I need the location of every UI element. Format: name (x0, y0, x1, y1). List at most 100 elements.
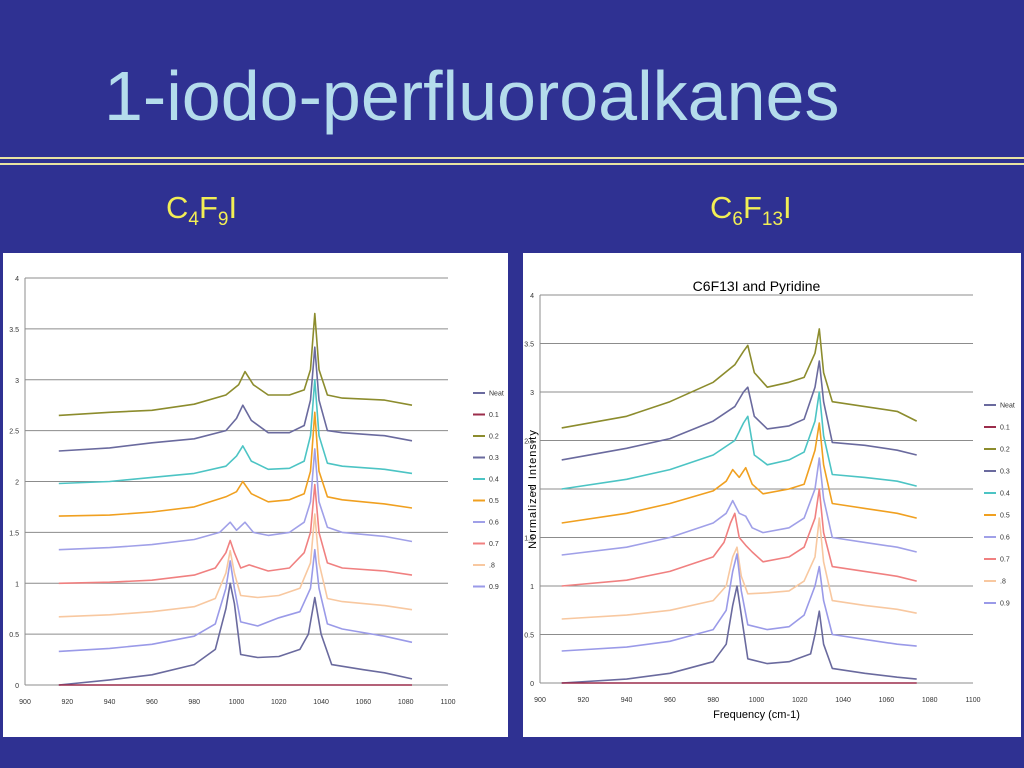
y-tick-label: 2 (15, 480, 19, 487)
legend-label: 0.5 (489, 498, 499, 505)
x-tick-label: 940 (104, 699, 116, 706)
chart-c6f13i: 0 0.5 1 1.5 2 2.5 3 3.5 4 900 920 940 960 980 1000 1020… (524, 278, 1015, 721)
title-rule-bottom (0, 163, 1024, 165)
series-line (561, 488, 917, 587)
y-tick-label: 1.5 (9, 530, 19, 537)
title-rule-top (0, 157, 1024, 159)
legend-label: 0.3 (489, 455, 499, 462)
x-tick-label: 940 (621, 697, 633, 704)
chart-title: C6F13I and Pyridine (693, 278, 821, 294)
y-axis-label: Normalized Intensity (527, 429, 539, 549)
series-line (561, 422, 917, 524)
x-tick-label: 1060 (879, 697, 895, 704)
x-tick-label: 980 (707, 697, 719, 704)
legend-label: 0.7 (1000, 557, 1010, 564)
legend-label: 0.4 (1000, 491, 1010, 498)
legend-label: 0.6 (1000, 535, 1010, 542)
series-line (561, 391, 917, 490)
series-line (561, 328, 918, 429)
y-tick-label: 0 (530, 681, 534, 688)
x-tick-label: 1020 (271, 699, 287, 706)
series-line (58, 379, 413, 485)
y-tick-label: 2.5 (9, 429, 19, 436)
legend-label: 0.1 (489, 412, 499, 419)
y-tick-label: 3 (15, 378, 19, 385)
chart-c4f9i: 0 0.5 1 1.5 2 2.5 3 3.5 4 900 920 940 960 980 1000 1020… (9, 276, 504, 706)
y-tick-label: 0.5 (9, 632, 19, 639)
x-tick-label: 1020 (792, 697, 808, 704)
x-tick-label: 1100 (965, 697, 980, 704)
y-tick-label: 4 (15, 276, 19, 283)
legend-label: .8 (1000, 579, 1006, 586)
legend-label: Neat (1000, 403, 1015, 410)
legend-label: 0.1 (1000, 425, 1010, 432)
x-tick-label: 1100 (440, 699, 455, 706)
legend-label: 0.7 (489, 541, 499, 548)
formula-left-element: F (198, 190, 218, 225)
x-tick-label: 920 (577, 697, 589, 704)
series-line (58, 312, 413, 417)
x-tick-label: 1040 (835, 697, 851, 704)
x-tick-label: 960 (664, 697, 676, 704)
y-tick-label: 1 (15, 581, 19, 588)
formula-right-element: I (783, 190, 792, 225)
y-tick-label: 3.5 (9, 327, 19, 334)
series-line (58, 448, 413, 551)
formula-right-element: F (742, 190, 762, 225)
x-tick-label: 1040 (313, 699, 329, 706)
x-tick-label: 980 (188, 699, 200, 706)
y-tick-label: 0.5 (524, 633, 534, 640)
y-tick-label: 2.5 (524, 439, 534, 446)
slide-title: 1-iodo-perfluoroalkanes (104, 57, 840, 135)
series-line (58, 548, 413, 653)
y-tick-label: 1.5 (524, 536, 534, 543)
formula-right-element: C (710, 190, 733, 225)
formula-left-element: C (166, 190, 189, 225)
series-line (561, 517, 917, 620)
y-tick-label: 4 (530, 293, 534, 300)
y-tick-label: 2 (530, 487, 534, 494)
legend-label: 0.4 (489, 477, 499, 484)
legend-label: 0.2 (489, 434, 499, 441)
x-tick-label: 1080 (922, 697, 938, 704)
legend-label: 0.3 (1000, 469, 1010, 476)
y-tick-label: 3 (530, 390, 534, 397)
series-line (58, 411, 413, 517)
series-line (58, 582, 413, 686)
x-tick-label: 1080 (398, 699, 414, 706)
x-tick-label: 1000 (229, 699, 245, 706)
legend-label: 0.5 (1000, 513, 1010, 520)
series-line (561, 585, 917, 684)
chart-panel-c4f9i: 0 0.5 1 1.5 2 2.5 3 3.5 4 900 920 940 960 980 1000 1020… (3, 253, 508, 737)
x-tick-label: 1000 (749, 697, 765, 704)
series-line (58, 483, 413, 585)
formula-left-subscript: 4 (188, 209, 199, 231)
formula-left-element: I (228, 190, 238, 225)
series-line (561, 457, 917, 556)
series-line (561, 553, 917, 652)
legend-label: 0.9 (489, 584, 499, 591)
y-tick-label: 3.5 (524, 342, 534, 349)
formula-right: C6F13I (710, 190, 792, 231)
legend-label: Neat (489, 391, 504, 398)
x-axis-label: Frequency (cm-1) (713, 709, 800, 721)
y-tick-label: 0 (15, 683, 19, 690)
legend-label: 0.9 (1000, 601, 1010, 608)
x-tick-label: 1060 (356, 699, 372, 706)
x-tick-label: 960 (146, 699, 158, 706)
x-tick-label: 920 (61, 699, 73, 706)
series-line (58, 346, 413, 452)
legend-label: 0.6 (489, 520, 499, 527)
formula-right-subscript: 13 (761, 209, 784, 231)
x-tick-label: 900 (19, 699, 31, 706)
x-tick-label: 900 (534, 697, 546, 704)
formula-right-subscript: 6 (732, 209, 743, 231)
series-line (561, 360, 917, 461)
y-tick-label: 1 (530, 584, 534, 591)
legend-label: 0.2 (1000, 447, 1010, 454)
chart-panel-c6f13i: 0 0.5 1 1.5 2 2.5 3 3.5 4 900 920 940 960 980 1000 1020… (523, 253, 1021, 737)
legend-label: .8 (489, 563, 495, 570)
formula-left-subscript: 9 (217, 209, 229, 231)
series-line (58, 513, 413, 618)
formula-left: C4F9I (166, 190, 237, 231)
